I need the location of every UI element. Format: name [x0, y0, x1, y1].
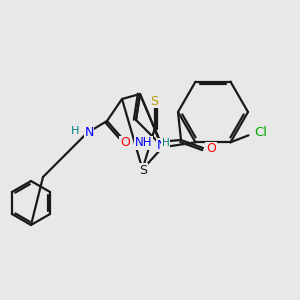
Text: Cl: Cl: [254, 126, 267, 139]
Text: H: H: [162, 138, 170, 148]
Text: O: O: [206, 142, 216, 155]
Text: S: S: [151, 95, 158, 108]
Text: NH: NH: [134, 136, 152, 149]
Text: N: N: [157, 139, 166, 152]
Text: N: N: [84, 125, 94, 139]
Text: S: S: [140, 164, 148, 177]
Text: H: H: [70, 126, 79, 136]
Text: O: O: [120, 136, 130, 149]
